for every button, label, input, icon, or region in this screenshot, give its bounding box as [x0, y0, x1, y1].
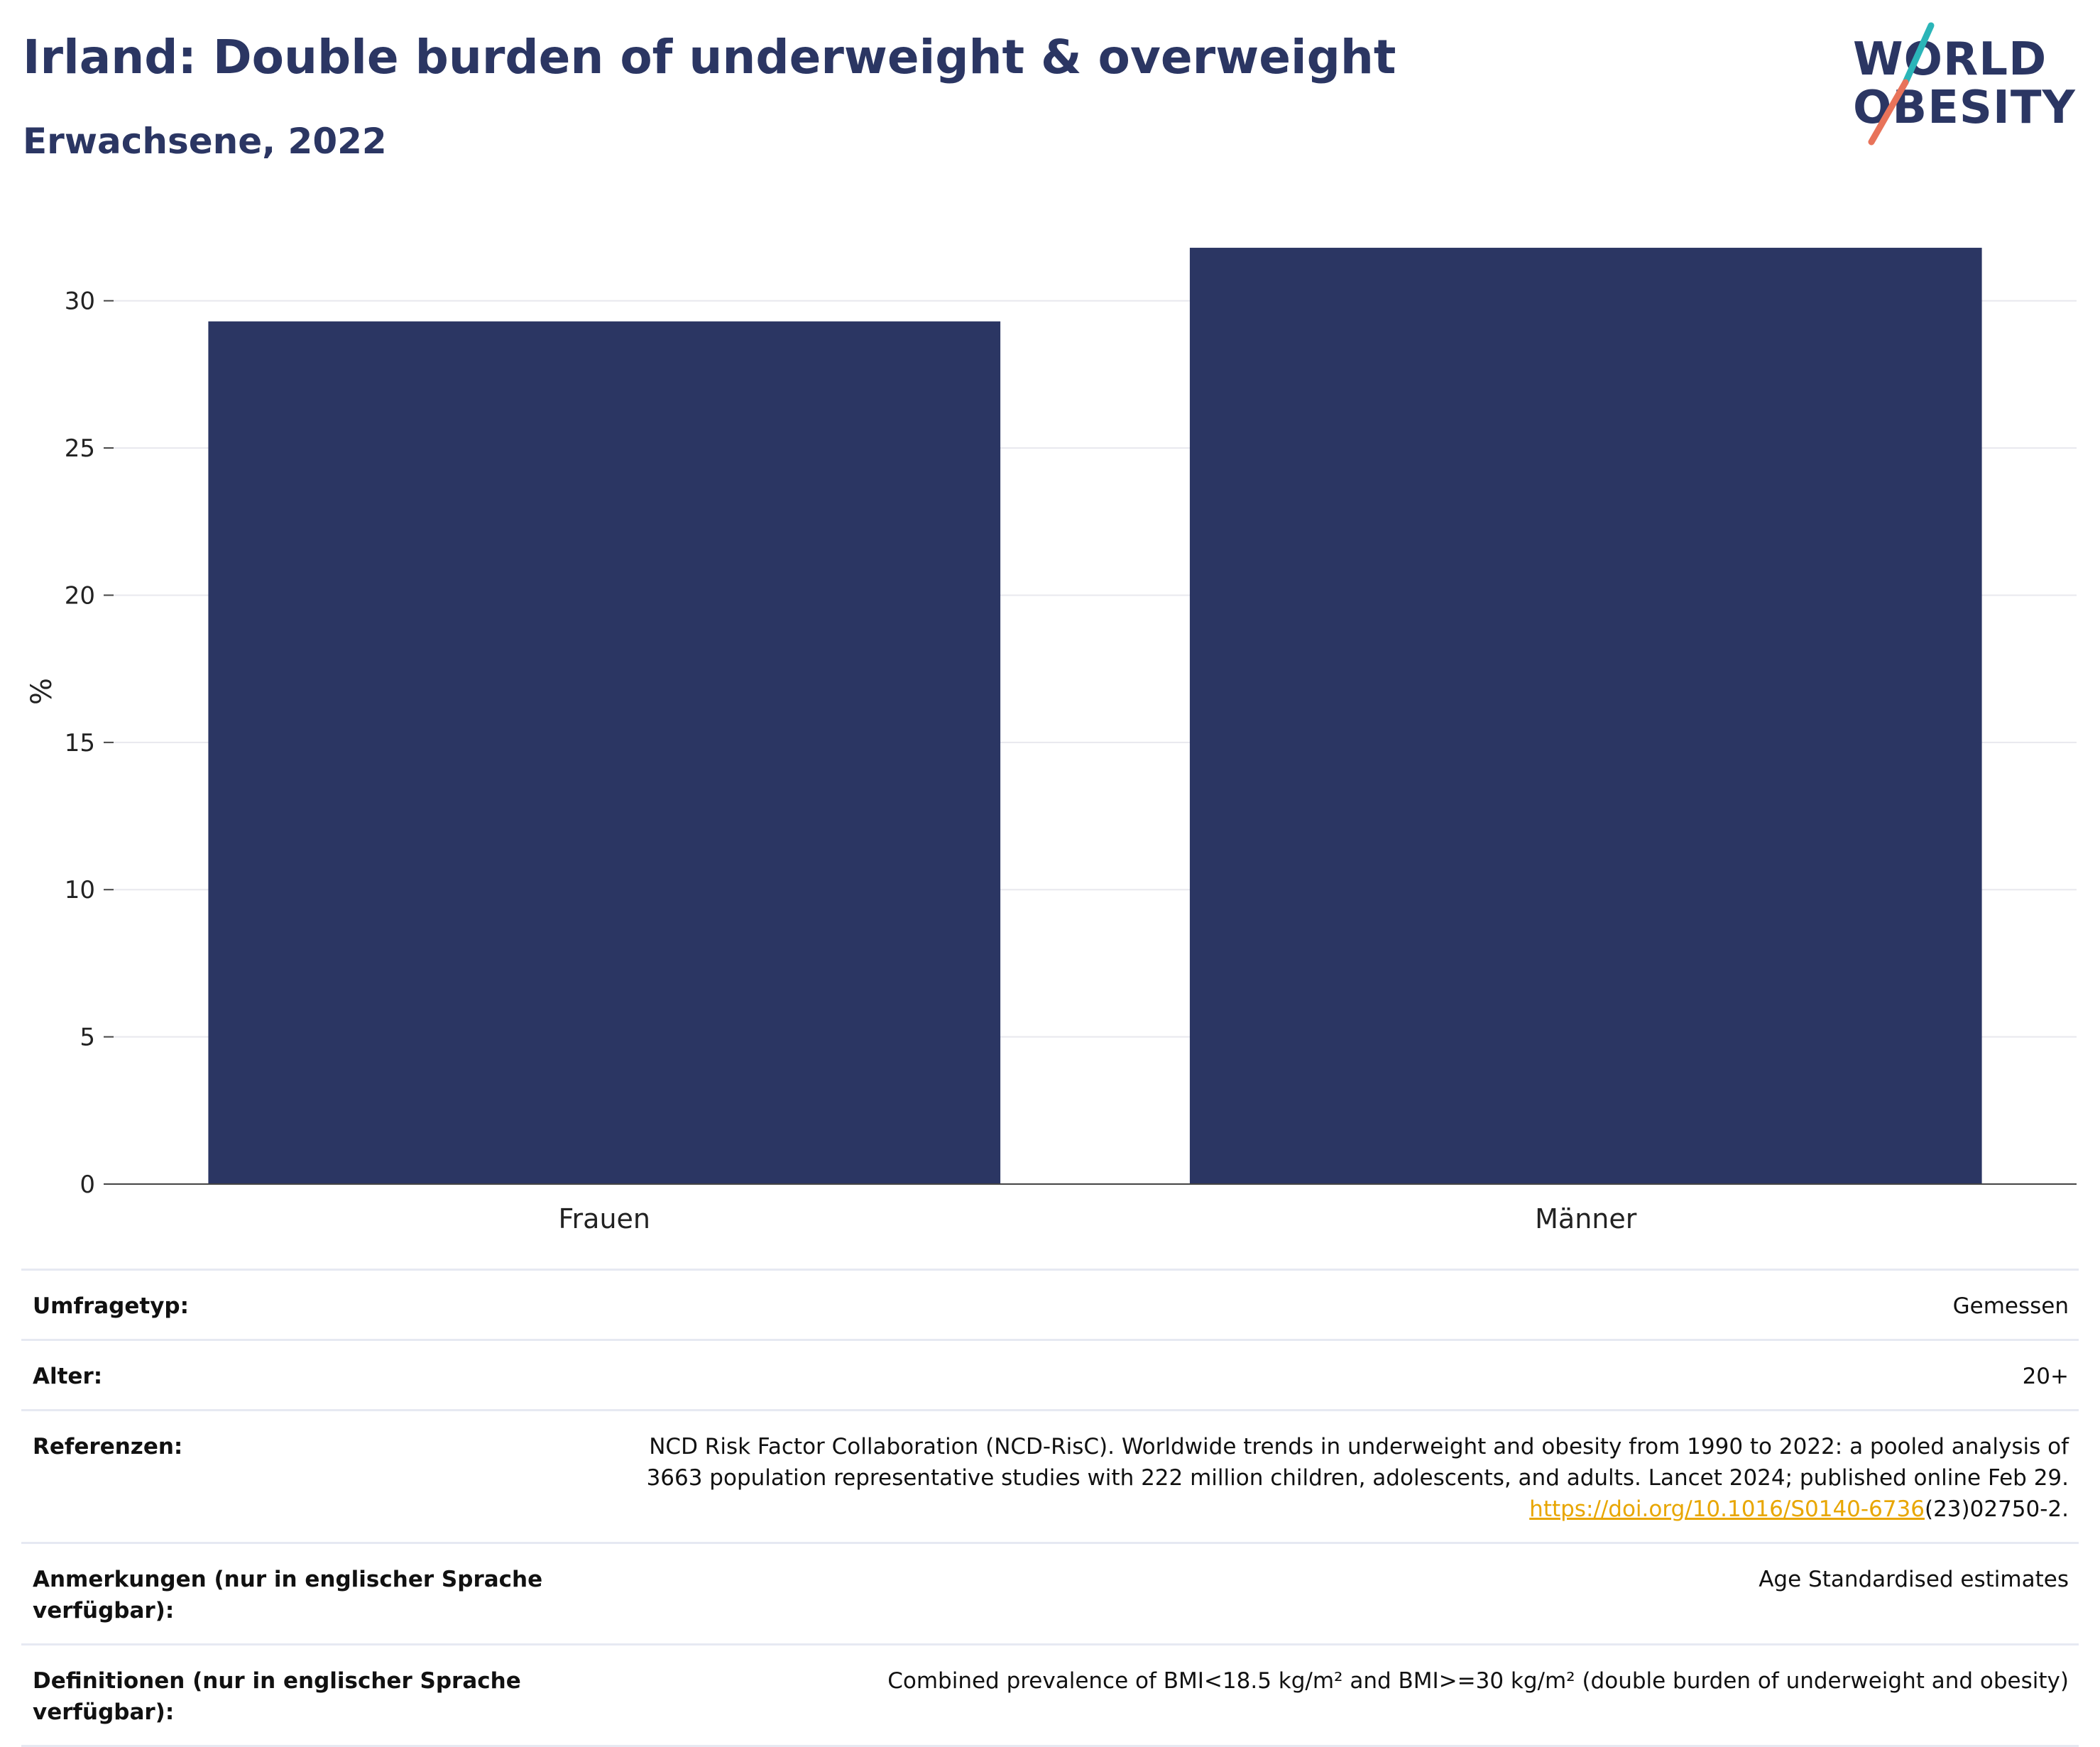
y-tick-label: 0 [80, 1171, 95, 1199]
y-tick-label: 20 [65, 581, 95, 610]
meta-key: Referenzen: [33, 1434, 183, 1460]
chart-subtitle: Erwachsene, 2022 [23, 121, 387, 162]
meta-key: Alter: [33, 1364, 103, 1389]
doi-link[interactable]: https://doi.org/10.1016/S0140-6736 [1529, 1496, 1925, 1522]
bar [1189, 248, 1982, 1185]
x-tick-label: Männer [1535, 1203, 1637, 1234]
reference-line-3: https://doi.org/10.1016/S0140-6736(23)02… [572, 1494, 2069, 1525]
bar-chart: 0 5 10 15 20 25 30 Frauen Männer% [26, 248, 2077, 1234]
meta-value: NCD Risk Factor Collaboration (NCD-RisC)… [572, 1431, 2069, 1525]
meta-key: Definitionen (nur in englischer Sprache … [33, 1668, 521, 1725]
logo-slash-icon [1868, 22, 1935, 146]
meta-value: Combined prevalence of BMI<18.5 kg/m² an… [887, 1668, 2069, 1694]
meta-value: Age Standardised estimates [1759, 1567, 2069, 1592]
chart-title: Irland: Double burden of underweight & o… [23, 30, 1396, 84]
metadata-table: Umfragetyp: Gemessen Alter: 20+ Referenz… [21, 1269, 2079, 1747]
logo-line-world: WORLD [1853, 33, 2047, 86]
meta-row-definitions: Definitionen (nur in englischer Sprache … [21, 1643, 2079, 1747]
meta-row-survey-type: Umfragetyp: Gemessen [21, 1269, 2079, 1339]
y-tick-label: 15 [65, 729, 95, 757]
bar [208, 321, 1001, 1185]
y-axis-title: % [26, 678, 58, 705]
reference-line-1: NCD Risk Factor Collaboration (NCD-RisC)… [649, 1434, 2069, 1460]
y-tick-label: 25 [65, 434, 95, 463]
y-tick-label: 10 [65, 876, 95, 904]
meta-row-age: Alter: 20+ [21, 1339, 2079, 1409]
x-tick-label: Frauen [558, 1203, 650, 1234]
doi-suffix: (23)02750-2. [1924, 1496, 2069, 1522]
reference-line-2: 3663 population representative studies w… [646, 1465, 2069, 1491]
meta-row-references: Referenzen: NCD Risk Factor Collaboratio… [21, 1409, 2079, 1542]
meta-value: Gemessen [1952, 1293, 2069, 1319]
meta-key: Umfragetyp: [33, 1293, 189, 1319]
y-tick-label: 30 [65, 287, 95, 316]
world-obesity-logo[interactable]: WORLD OBESITY [1853, 20, 2087, 148]
meta-row-notes: Anmerkungen (nur in englischer Sprache v… [21, 1542, 2079, 1643]
y-tick-label: 5 [80, 1024, 95, 1052]
meta-key: Anmerkungen (nur in englischer Sprache v… [33, 1567, 543, 1623]
meta-value: 20+ [2022, 1364, 2069, 1389]
